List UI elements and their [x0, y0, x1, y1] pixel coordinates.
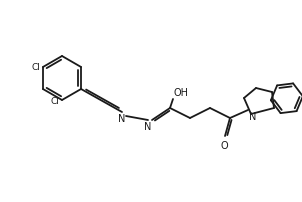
Text: Cl: Cl [31, 62, 40, 72]
Text: N: N [118, 114, 126, 124]
Text: OH: OH [173, 88, 188, 98]
Text: N: N [144, 122, 152, 132]
Text: Cl: Cl [50, 97, 59, 105]
Text: O: O [220, 141, 228, 151]
Text: N: N [249, 112, 256, 122]
